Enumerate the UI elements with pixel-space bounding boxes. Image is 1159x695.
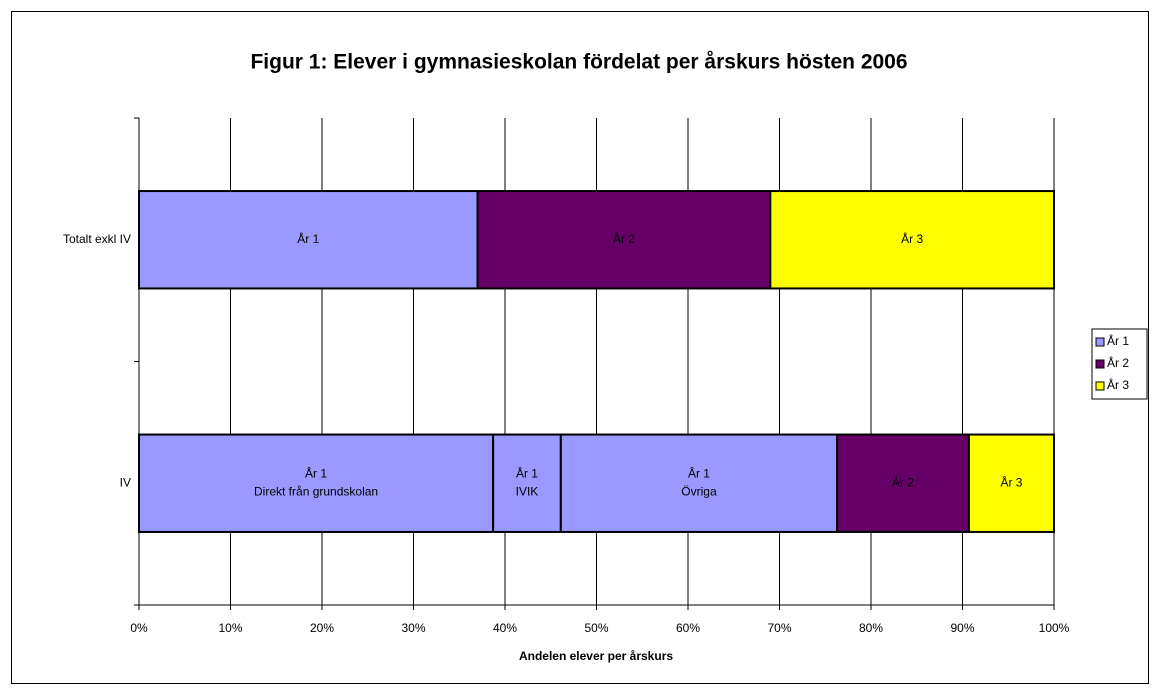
segment-label: År 3	[901, 231, 923, 246]
x-tick-label: 80%	[859, 621, 883, 635]
bar-segment	[138, 433, 495, 533]
x-tick-label: 70%	[767, 621, 791, 635]
x-tick-label: 10%	[218, 621, 242, 635]
chart-border	[11, 11, 1149, 684]
y-tick-label: IV	[120, 475, 131, 489]
x-tick-label: 100%	[1039, 621, 1070, 635]
segment-label: År 1	[297, 231, 319, 246]
bar-segment	[492, 433, 562, 533]
segment-label: År 1	[305, 465, 327, 480]
legend-label: År 1	[1107, 333, 1129, 348]
segment-label: År 3	[1000, 474, 1022, 489]
y-tick-label: Totalt exkl IV	[63, 232, 131, 246]
legend-swatch	[1095, 337, 1105, 347]
x-tick-label: 20%	[310, 621, 334, 635]
segment-label: År 2	[613, 231, 635, 246]
bar-segment	[769, 190, 1055, 290]
segment-label: År 2	[892, 474, 914, 489]
x-tick-label: 30%	[401, 621, 425, 635]
x-tick-label: 50%	[584, 621, 608, 635]
bar-segment	[476, 190, 772, 290]
legend-label: År 3	[1107, 377, 1129, 392]
chart-title: Figur 1: Elever i gymnasieskolan fördela…	[250, 51, 907, 74]
bar-segment	[967, 433, 1056, 533]
bar-segment	[836, 433, 970, 533]
x-tick-label: 40%	[493, 621, 517, 635]
legend-swatch	[1095, 359, 1105, 369]
x-tick-label: 60%	[676, 621, 700, 635]
bar-segment	[559, 433, 839, 533]
segment-label: År 1	[516, 465, 538, 480]
legend-swatch	[1095, 381, 1105, 391]
segment-label: År 1	[688, 465, 710, 480]
segment-label: Direkt från grundskolan	[254, 484, 378, 498]
x-axis-title: Andelen elever per årskurs	[519, 649, 673, 663]
segment-label: IVIK	[516, 484, 539, 498]
x-tick-label: 90%	[950, 621, 974, 635]
segment-label: Övriga	[681, 484, 717, 498]
x-tick-label: 0%	[130, 621, 148, 635]
legend-label: År 2	[1107, 355, 1129, 370]
